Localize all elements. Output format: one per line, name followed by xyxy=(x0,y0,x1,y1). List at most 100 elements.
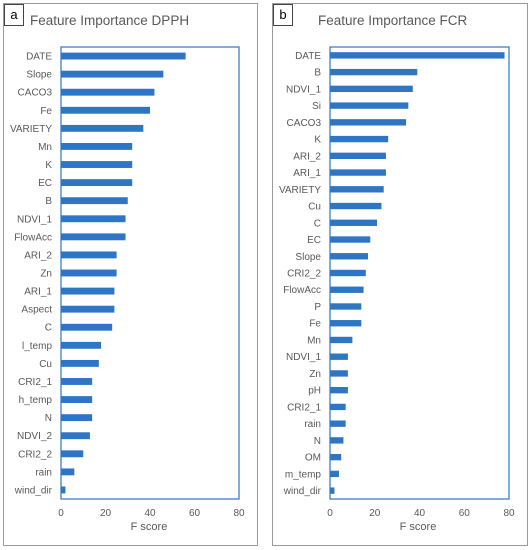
chart-b-bar xyxy=(330,470,339,478)
chart-b-bar xyxy=(330,236,371,243)
chart-a-bar xyxy=(61,396,93,403)
chart-a-category-label: ARI_1 xyxy=(24,287,52,298)
chart-a-category-label: Zn xyxy=(40,269,52,280)
chart-b-category-label: CRI2_1 xyxy=(287,402,321,413)
chart-a-bar xyxy=(61,359,99,367)
chart-b-category-label: pH xyxy=(308,386,321,397)
chart-a-bar xyxy=(61,251,117,259)
chart-b-bar xyxy=(330,453,342,461)
chart-b-category-label: Si xyxy=(312,101,321,112)
chart-b-bar xyxy=(330,403,346,411)
chart-a-bar xyxy=(61,486,66,494)
chart-a-xlabel: F score xyxy=(131,521,168,533)
chart-b-x-tick-label: 60 xyxy=(459,508,471,519)
chart-b-category-label: wind_dir xyxy=(283,486,322,497)
chart-a-bar xyxy=(61,106,150,114)
chart-a-category-label: B xyxy=(45,196,52,207)
chart-a-bar xyxy=(61,414,93,422)
panel-a-letter: a xyxy=(4,4,24,26)
chart-a-category-label: VARIETY xyxy=(10,124,52,135)
chart-a-bar xyxy=(61,70,164,78)
chart-b-bar xyxy=(330,119,407,126)
chart-b-bar xyxy=(330,303,362,310)
chart-a-x-tick-label: 60 xyxy=(189,508,201,519)
chart-b-bar xyxy=(330,437,344,444)
chart-a-category-label: l_temp xyxy=(22,341,52,352)
chart-b-category-label: ARI_2 xyxy=(293,151,321,162)
chart-a-x-tick-label: 40 xyxy=(144,508,156,519)
chart-a-bar xyxy=(61,432,90,440)
chart-a-bar xyxy=(61,215,126,223)
chart-a-bar xyxy=(61,468,75,476)
chart-a-category-label: CACO3 xyxy=(18,88,53,99)
chart-a-category-label: CRI2_1 xyxy=(18,377,52,388)
chart-b-title: Feature Importance FCR xyxy=(318,13,468,28)
chart-b-category-label: rain xyxy=(304,419,321,430)
chart-a-category-label: Aspect xyxy=(21,305,52,316)
chart-b-category-label: C xyxy=(314,218,321,229)
chart-b-bar xyxy=(330,219,377,226)
chart-a-category-label: h_temp xyxy=(19,395,53,406)
chart-a-category-label: rain xyxy=(35,467,52,478)
chart-b-category-label: OM xyxy=(305,453,321,464)
chart-a-category-label: N xyxy=(45,413,52,424)
chart-a-bar xyxy=(61,179,133,187)
chart-b-bar xyxy=(330,387,348,394)
chart-b-category-label: EC xyxy=(307,235,321,246)
chart-b-category-label: VARIETY xyxy=(279,185,321,196)
panel-b-letter: b xyxy=(273,4,293,26)
chart-b-category-label: CACO3 xyxy=(287,118,322,129)
chart-a-category-label: Slope xyxy=(26,70,52,81)
chart-b-bar xyxy=(330,85,413,93)
chart-b-category-label: ARI_1 xyxy=(293,168,321,179)
chart-b-category-label: CRI2_2 xyxy=(287,269,321,280)
chart-a-x-tick-label: 20 xyxy=(100,508,112,519)
chart-a-bar xyxy=(61,269,117,277)
chart-b-bar xyxy=(330,135,389,143)
chart-a-category-label: NDVI_2 xyxy=(17,431,52,442)
chart-b-bar xyxy=(330,336,353,344)
chart-a-bar xyxy=(61,287,115,295)
chart-a-bar xyxy=(61,143,133,150)
chart-b-bar xyxy=(330,269,366,277)
chart-b-x-tick-label: 80 xyxy=(503,508,515,519)
chart-a-category-label: ARI_2 xyxy=(24,250,52,261)
chart-a-category-label: DATE xyxy=(26,52,52,63)
chart-a-category-label: FlowAcc xyxy=(14,232,52,243)
chart-b-category-label: FlowAcc xyxy=(283,285,321,296)
chart-b-bar xyxy=(330,286,364,293)
chart-b-bar xyxy=(330,353,348,360)
chart-a-x-tick-label: 80 xyxy=(233,508,245,519)
chart-b-category-label: P xyxy=(314,302,321,313)
chart-b-category-label: NDVI_1 xyxy=(286,352,321,363)
chart-a-category-label: C xyxy=(45,323,52,334)
chart-b-category-label: N xyxy=(314,436,321,447)
chart-b-bar xyxy=(330,370,348,377)
chart-b-category-label: B xyxy=(314,68,321,79)
chart-a-category-label: Mn xyxy=(38,142,52,153)
chart-b-bar xyxy=(330,487,335,494)
chart-a-x-tick-label: 0 xyxy=(58,508,64,519)
chart-a-bar xyxy=(61,323,113,331)
chart-b-category-label: Cu xyxy=(308,202,321,213)
chart-b-category-label: DATE xyxy=(295,51,321,62)
chart-b-category-label: Zn xyxy=(309,369,321,380)
chart-b-bar xyxy=(330,169,386,176)
chart-a-category-label: NDVI_1 xyxy=(17,214,52,225)
chart-b-bar xyxy=(330,186,384,193)
chart-b-x-tick-label: 0 xyxy=(327,508,333,519)
chart-a-bar xyxy=(61,161,133,168)
chart-b-category-label: Fe xyxy=(309,319,321,330)
chart-a-bar xyxy=(61,305,115,313)
chart-b-bar xyxy=(330,152,386,159)
chart-a-category-label: Cu xyxy=(39,359,52,370)
chart-b-bar xyxy=(330,202,382,210)
chart-b-category-label: Mn xyxy=(307,335,321,346)
chart-b-xlabel: F score xyxy=(400,521,437,533)
chart-a-bar xyxy=(61,124,144,132)
chart-a-bar xyxy=(61,88,155,96)
chart-b-category-label: m_temp xyxy=(285,469,322,480)
chart-a-category-label: EC xyxy=(38,178,52,189)
chart-b-category-label: K xyxy=(314,135,321,146)
chart-a-svg: Feature Importance DPPH F score DATE Slop… xyxy=(10,13,245,533)
